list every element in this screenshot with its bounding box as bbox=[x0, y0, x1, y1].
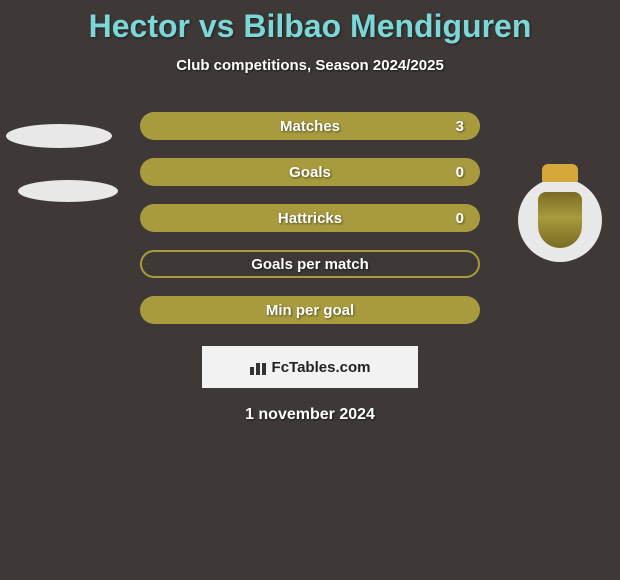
page-title: Hector vs Bilbao Mendiguren bbox=[0, 0, 620, 45]
bar-chart-icon bbox=[250, 359, 266, 375]
stat-label: Min per goal bbox=[266, 302, 354, 319]
stat-right-value: 0 bbox=[456, 210, 464, 227]
stat-row-goals: Goals 0 bbox=[140, 158, 480, 186]
crest-shield-icon bbox=[538, 192, 582, 248]
footer-date: 1 november 2024 bbox=[0, 406, 620, 424]
player-badge-left-2 bbox=[18, 180, 118, 202]
player-badge-left-1 bbox=[6, 124, 112, 148]
stat-label: Matches bbox=[280, 118, 340, 135]
stat-row-min-per-goal: Min per goal bbox=[140, 296, 480, 324]
club-crest-right bbox=[518, 178, 602, 262]
stat-label: Hattricks bbox=[278, 210, 342, 227]
stat-right-value: 0 bbox=[456, 164, 464, 181]
branding-text: FcTables.com bbox=[272, 359, 371, 376]
stat-label: Goals bbox=[289, 164, 331, 181]
page-subtitle: Club competitions, Season 2024/2025 bbox=[0, 57, 620, 74]
stat-right-value: 3 bbox=[456, 118, 464, 135]
stat-row-matches: Matches 3 bbox=[140, 112, 480, 140]
stat-label: Goals per match bbox=[251, 256, 369, 273]
stat-row-hattricks: Hattricks 0 bbox=[140, 204, 480, 232]
branding-box: FcTables.com bbox=[202, 346, 418, 388]
stat-row-goals-per-match: Goals per match bbox=[140, 250, 480, 278]
crest-crown-icon bbox=[542, 164, 578, 182]
